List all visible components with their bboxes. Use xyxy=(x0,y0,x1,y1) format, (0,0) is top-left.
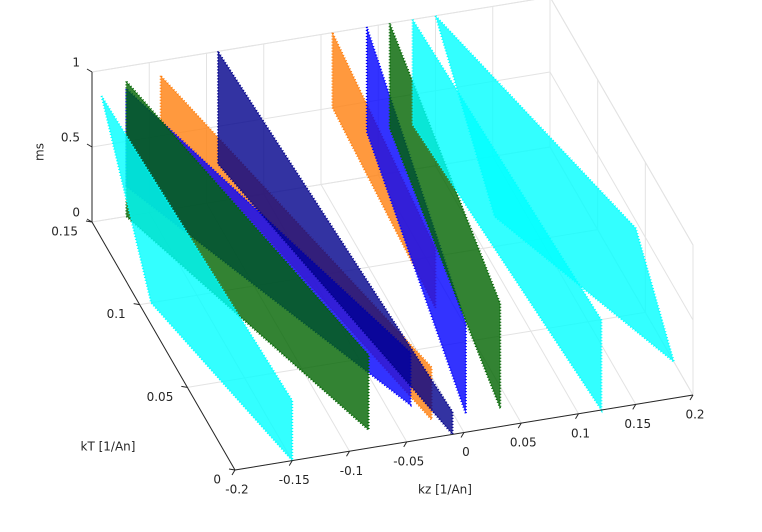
x-tick-label: -0.05 xyxy=(393,454,424,468)
tick-mark xyxy=(181,385,188,388)
tick-mark xyxy=(86,218,93,223)
y-tick-label: 0.1 xyxy=(107,307,126,321)
tick-mark xyxy=(460,432,465,438)
z-tick-label: 0.5 xyxy=(61,131,80,145)
grid-line xyxy=(549,71,694,321)
marks xyxy=(100,15,676,464)
x-tick-label: 0 xyxy=(462,445,470,459)
tick-mark xyxy=(632,404,637,410)
tick-mark xyxy=(288,460,293,466)
z-axis-label: ms xyxy=(33,143,47,161)
box-edge xyxy=(91,0,535,73)
y-axis xyxy=(91,221,236,471)
y-axis-label: kT [1/An] xyxy=(81,440,136,454)
x-tick-label: 0.1 xyxy=(571,426,590,440)
z-tick-label: 1 xyxy=(72,56,80,70)
y-tick-label: 0.05 xyxy=(147,390,174,404)
tick-mark xyxy=(346,450,350,457)
grid-line xyxy=(320,184,465,433)
point-sheet xyxy=(434,15,676,365)
tick-mark xyxy=(231,469,236,476)
x-tick-label: 0.15 xyxy=(624,417,651,431)
tick-mark xyxy=(403,441,408,448)
tick-mark xyxy=(689,394,694,401)
axes: -0.2 -0.15 -0.1 -0.05 0 0.05 0.1 0.15 0.2 0 0.05 0.… xyxy=(51,56,704,497)
tick-mark xyxy=(86,143,93,148)
tick-mark xyxy=(133,303,140,306)
y-tick-label: 0.15 xyxy=(51,225,78,239)
x-tick-label: -0.2 xyxy=(225,483,248,497)
x-tick-label: -0.1 xyxy=(340,464,363,478)
tick-mark xyxy=(228,468,236,471)
point-sheet xyxy=(100,95,294,464)
x-axis-label: kz [1/An] xyxy=(418,483,472,497)
tick-mark xyxy=(86,68,93,73)
z-tick-label: 0 xyxy=(72,206,80,220)
x-tick-label: 0.05 xyxy=(510,436,537,450)
box-edge xyxy=(551,0,694,246)
x-tick-label: -0.15 xyxy=(279,473,310,487)
tick-mark xyxy=(575,413,579,420)
y-tick-label: 0 xyxy=(213,473,221,487)
point-sheet xyxy=(216,48,454,438)
tick-mark xyxy=(517,422,522,429)
x-tick-label: 0.2 xyxy=(685,408,704,422)
